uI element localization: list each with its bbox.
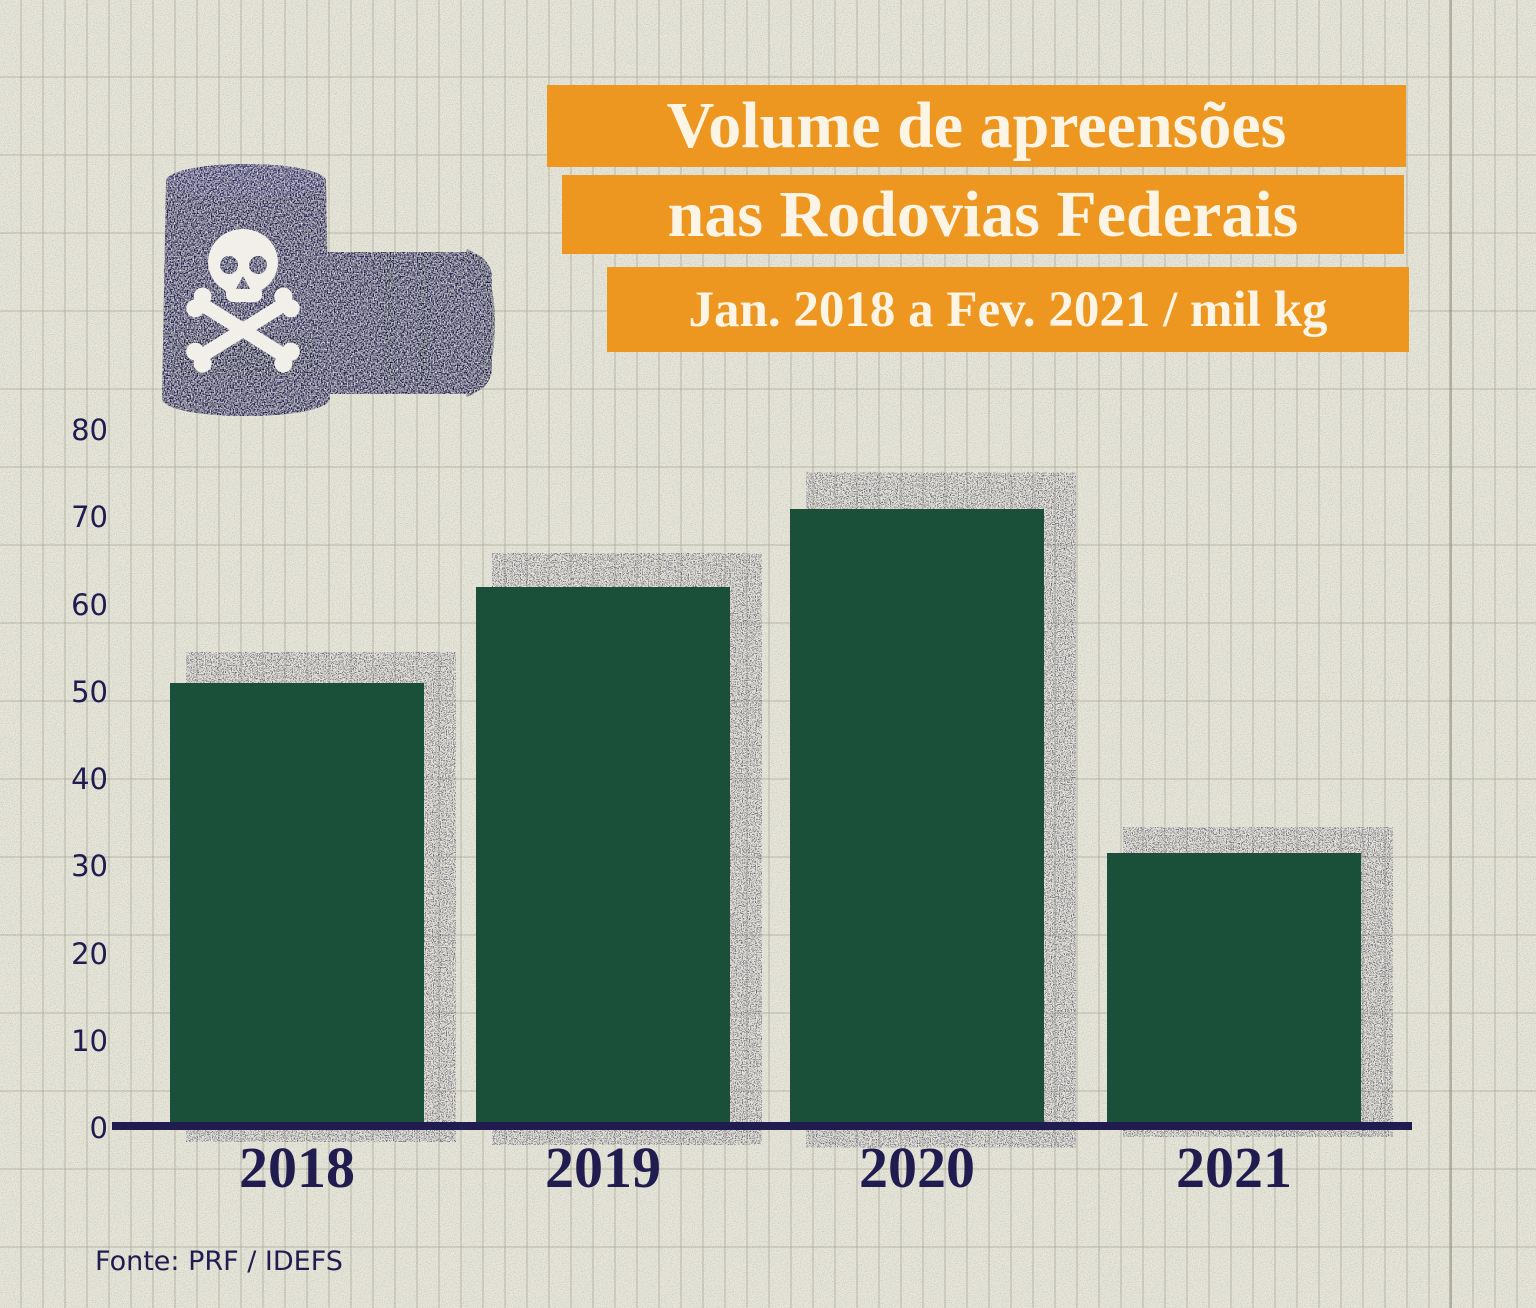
y-tick-label: 0 <box>89 1111 108 1145</box>
bar-2018 <box>170 683 424 1128</box>
title-line-1-text: Volume de apreensões <box>666 89 1287 162</box>
subtitle-banner: Jan. 2018 a Fev. 2021 / mil kg <box>607 267 1409 352</box>
y-tick-label: 80 <box>71 413 108 447</box>
source-note: Fonte: PRF / IDEFS <box>95 1246 343 1277</box>
bar-2019 <box>476 587 730 1128</box>
upright-barrel-icon <box>162 164 330 416</box>
y-tick-label: 20 <box>71 936 108 971</box>
title-line-2-text: nas Rodovias Federais <box>667 177 1299 251</box>
bar-2020 <box>790 509 1044 1128</box>
y-tick-label: 60 <box>71 587 108 622</box>
subtitle-text: Jan. 2018 a Fev. 2021 / mil kg <box>688 281 1328 338</box>
x-axis-line <box>112 1122 1412 1130</box>
poison-barrels-illustration <box>162 164 496 416</box>
y-tick-label: 10 <box>71 1023 108 1058</box>
paper-edge-line <box>1449 0 1452 1308</box>
y-tick-label: 40 <box>71 762 108 796</box>
x-axis-label: 2018 <box>239 1135 355 1200</box>
y-tick-label: 50 <box>71 674 108 709</box>
title-line-1: Volume de apreensões <box>547 85 1406 167</box>
lying-barrel-icon <box>300 249 496 397</box>
y-tick-label: 30 <box>71 849 108 884</box>
title-line-2: nas Rodovias Federais <box>562 175 1404 254</box>
x-axis-label: 2020 <box>859 1135 975 1200</box>
x-axis-label: 2021 <box>1176 1135 1292 1200</box>
y-tick-label: 70 <box>71 500 108 535</box>
bar-2021 <box>1107 853 1361 1128</box>
x-axis-label: 2019 <box>545 1135 661 1200</box>
skull-and-crossbones-icon <box>186 229 300 373</box>
